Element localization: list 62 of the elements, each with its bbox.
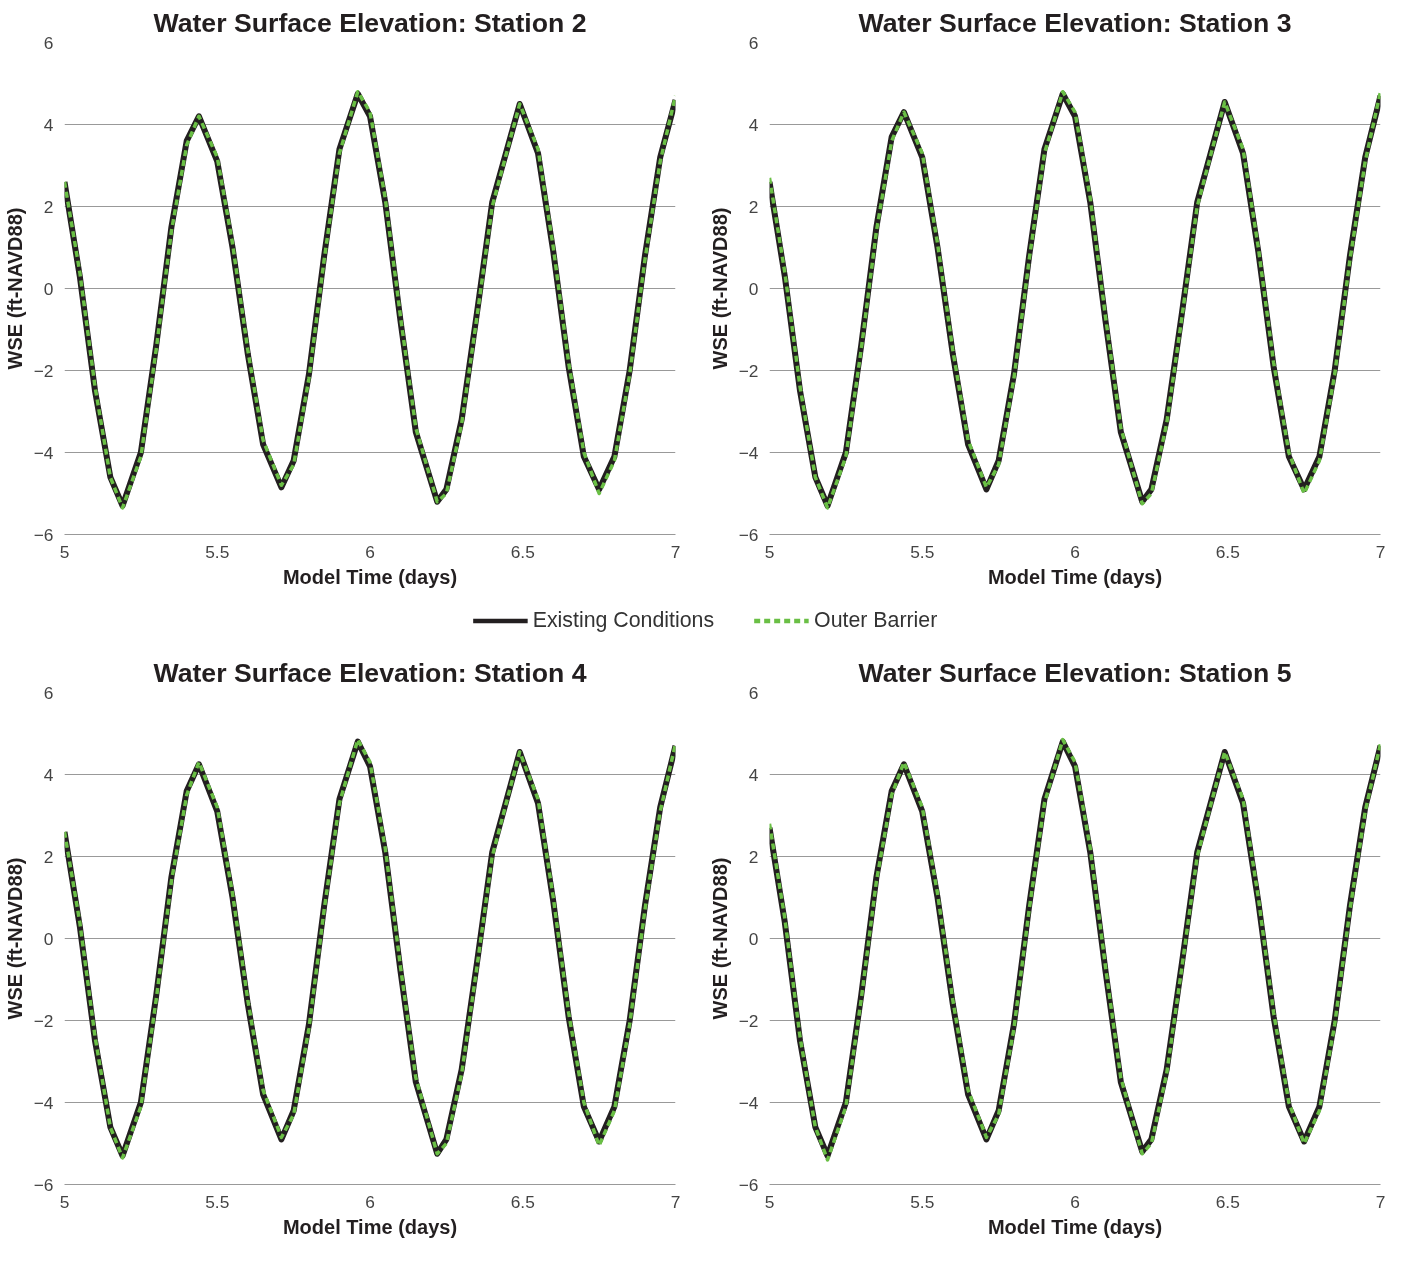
x-axis-title: Model Time (days) <box>987 565 1163 588</box>
y-tick-label: 0 <box>43 928 54 949</box>
y-tick-label: 2 <box>43 196 54 217</box>
x-tick-label: 5 <box>59 541 70 562</box>
y-tick-label: 4 <box>748 114 759 135</box>
y-tick-label: −6 <box>738 524 759 545</box>
y-tick-label: −4 <box>33 1092 54 1113</box>
x-tick-label: 6 <box>1070 1191 1080 1212</box>
y-tick-label: −4 <box>33 442 54 463</box>
x-tick-label: 5.5 <box>910 1191 935 1212</box>
y-tick-label: −2 <box>738 1010 759 1031</box>
x-tick-label: 6 <box>365 1191 375 1212</box>
y-tick-label: 0 <box>43 278 54 299</box>
y-tick-label: 6 <box>748 682 759 703</box>
x-tick-label: 5 <box>764 1191 775 1212</box>
y-axis-title: WSE (ft-NAVD88) <box>3 207 26 370</box>
y-tick-label: −4 <box>738 442 759 463</box>
y-axis-title: WSE (ft-NAVD88) <box>708 857 731 1020</box>
chart-title: Water Surface Elevation: Station 5 <box>858 657 1292 688</box>
y-tick-label: 2 <box>748 846 759 867</box>
y-tick-label: −2 <box>33 360 54 381</box>
x-axis-title: Model Time (days) <box>282 565 458 588</box>
y-tick-label: 6 <box>43 682 54 703</box>
y-tick-label: 4 <box>43 764 54 785</box>
x-tick-label: 6 <box>1070 541 1080 562</box>
x-tick-label: 7 <box>670 1191 681 1212</box>
legend-label: Outer Barrier <box>814 607 938 633</box>
x-tick-label: 5 <box>59 1191 70 1212</box>
x-tick-label: 6.5 <box>510 1191 535 1212</box>
y-tick-label: 0 <box>748 278 759 299</box>
x-axis-title: Model Time (days) <box>282 1215 458 1238</box>
y-tick-label: −6 <box>738 1174 759 1195</box>
x-tick-label: 6.5 <box>1215 1191 1240 1212</box>
x-tick-label: 7 <box>1375 541 1386 562</box>
y-axis-title: WSE (ft-NAVD88) <box>3 857 26 1020</box>
x-tick-label: 7 <box>1375 1191 1386 1212</box>
y-tick-label: −6 <box>33 1174 54 1195</box>
y-tick-label: −4 <box>738 1092 759 1113</box>
x-tick-label: 5 <box>764 541 775 562</box>
x-tick-label: 5.5 <box>205 1191 230 1212</box>
x-tick-label: 5.5 <box>205 541 230 562</box>
x-tick-label: 6.5 <box>1215 541 1240 562</box>
y-tick-label: −6 <box>33 524 54 545</box>
y-tick-label: 6 <box>748 32 759 53</box>
chart-title: Water Surface Elevation: Station 2 <box>153 7 587 38</box>
chart-title: Water Surface Elevation: Station 4 <box>153 657 587 688</box>
y-tick-label: 2 <box>748 196 759 217</box>
y-tick-label: 6 <box>43 32 54 53</box>
y-tick-label: 4 <box>43 114 54 135</box>
y-tick-label: 0 <box>748 928 759 949</box>
x-tick-label: 6 <box>365 541 375 562</box>
legend-label: Existing Conditions <box>532 607 715 633</box>
y-tick-label: 4 <box>748 764 759 785</box>
chart-title: Water Surface Elevation: Station 3 <box>858 7 1292 38</box>
x-tick-label: 5.5 <box>910 541 935 562</box>
y-tick-label: −2 <box>33 1010 54 1031</box>
x-tick-label: 6.5 <box>510 541 535 562</box>
x-tick-label: 7 <box>670 541 681 562</box>
y-tick-label: −2 <box>738 360 759 381</box>
x-axis-title: Model Time (days) <box>987 1215 1163 1238</box>
y-axis-title: WSE (ft-NAVD88) <box>708 207 731 370</box>
y-tick-label: 2 <box>43 846 54 867</box>
